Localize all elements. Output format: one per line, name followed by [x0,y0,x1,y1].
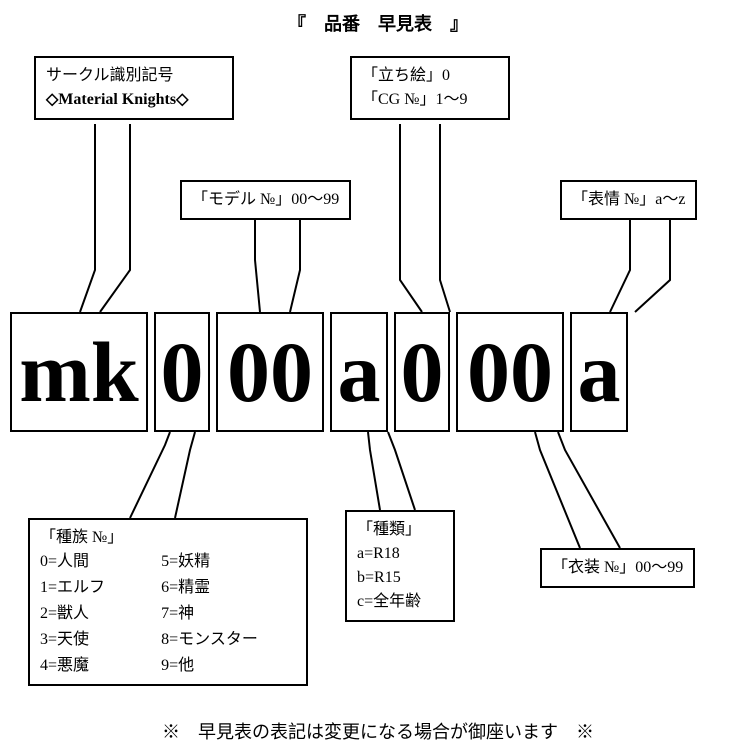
shuzoku-3: 3=天使 [40,628,143,652]
shurui-c: c=全年齢 [357,590,443,614]
code-box-6: a [570,312,628,432]
label-shuzoku-title: 「種族 №」 [40,526,296,550]
code-box-0: mk [10,312,148,432]
label-hyojo: 「表情 №」a～z [560,180,697,220]
label-isho: 「衣装 №」00～99 [540,548,695,588]
label-shurui: 「種類」 a=R18 b=R15 c=全年齢 [345,510,455,622]
shuzoku-6: 6=精霊 [161,576,296,600]
shuzoku-2: 2=獣人 [40,602,143,626]
label-tachie-line1: 「立ち絵」0 [362,64,498,88]
code-row: mk000a000a [10,312,628,432]
shuzoku-7: 7=神 [161,602,296,626]
label-tachie: 「立ち絵」0 「CG №」1～9 [350,56,510,120]
page-title: 『 品番 早見表 』 [0,10,756,36]
code-box-5: 00 [456,312,564,432]
shuzoku-9: 9=他 [161,654,296,678]
shurui-b: b=R15 [357,566,443,590]
label-circle-line2: ◇Material Knights◇ [46,88,222,112]
footer-note: ※ 早見表の表記は変更になる場合が御座います ※ [0,718,756,744]
label-model: 「モデル №」00～99 [180,180,351,220]
shuzoku-4: 4=悪魔 [40,654,143,678]
label-shurui-title: 「種類」 [357,518,443,542]
shuzoku-5: 5=妖精 [161,550,296,574]
label-tachie-line2: 「CG №」1～9 [362,88,498,112]
label-shuzoku: 「種族 №」 0=人間 5=妖精 1=エルフ 6=精霊 2=獣人 7=神 3=天… [28,518,308,686]
code-box-1: 0 [154,312,210,432]
code-box-3: a [330,312,388,432]
code-box-2: 00 [216,312,324,432]
label-circle-line1: サークル識別記号 [46,64,222,88]
shuzoku-8: 8=モンスター [161,628,296,652]
shuzoku-0: 0=人間 [40,550,143,574]
label-circle: サークル識別記号 ◇Material Knights◇ [34,56,234,120]
code-box-4: 0 [394,312,450,432]
shurui-a: a=R18 [357,542,443,566]
shuzoku-1: 1=エルフ [40,576,143,600]
